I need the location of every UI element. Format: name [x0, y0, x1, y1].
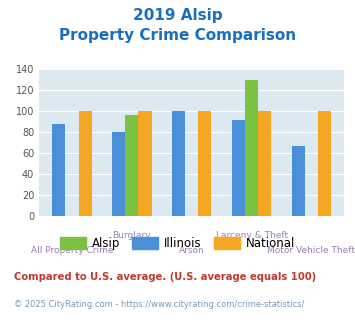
Text: Property Crime Comparison: Property Crime Comparison	[59, 28, 296, 43]
Bar	[232, 120, 245, 216]
Bar	[258, 111, 271, 216]
Legend: Alsip, Illinois, National: Alsip, Illinois, National	[55, 232, 300, 255]
Bar	[125, 115, 138, 216]
Bar	[245, 80, 258, 216]
Bar	[318, 111, 331, 216]
Bar	[138, 111, 152, 216]
Bar	[52, 124, 65, 216]
Bar	[78, 111, 92, 216]
Bar	[172, 111, 185, 216]
Text: Larceny & Theft: Larceny & Theft	[215, 231, 288, 240]
Text: © 2025 CityRating.com - https://www.cityrating.com/crime-statistics/: © 2025 CityRating.com - https://www.city…	[14, 300, 305, 309]
Text: Burglary: Burglary	[113, 231, 151, 240]
Bar	[292, 146, 305, 216]
Text: Compared to U.S. average. (U.S. average equals 100): Compared to U.S. average. (U.S. average …	[14, 272, 316, 282]
Text: Motor Vehicle Theft: Motor Vehicle Theft	[267, 246, 355, 254]
Text: All Property Crime: All Property Crime	[31, 246, 113, 254]
Text: 2019 Alsip: 2019 Alsip	[133, 8, 222, 23]
Bar	[112, 132, 125, 216]
Bar	[198, 111, 212, 216]
Text: Arson: Arson	[179, 246, 204, 254]
